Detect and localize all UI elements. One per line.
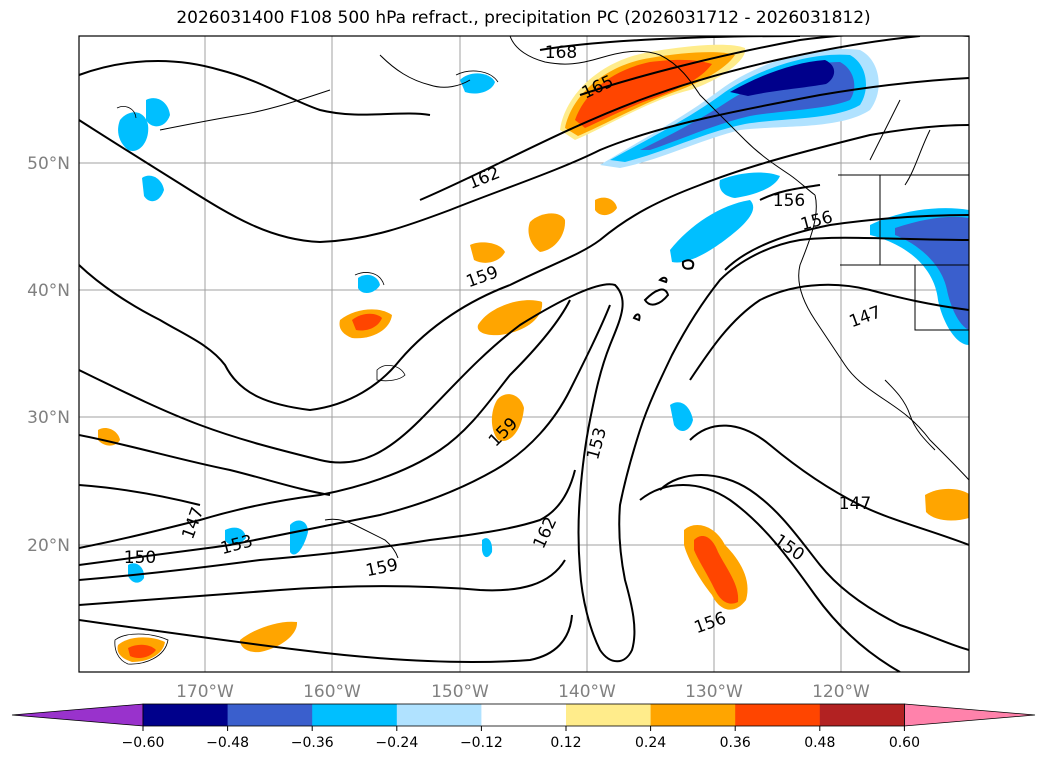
colorbar-tick-label: 0.24 [635, 735, 666, 751]
colorbar-segment [312, 704, 398, 726]
latitude-labels: 50°N 40°N 30°N 20°N [27, 154, 70, 556]
colorbar-segment [143, 704, 229, 726]
colorbar-segment [650, 704, 736, 726]
lon-label-170w: 170°W [176, 682, 234, 702]
colorbar-tick-label: 0.48 [804, 735, 835, 751]
colorbar-tick-label: −0.36 [291, 735, 334, 751]
colorbar-segment [396, 704, 482, 726]
colorbar-tick-label: −0.60 [122, 735, 165, 751]
colorbar-outline [142, 703, 905, 727]
lat-label-50n: 50°N [27, 154, 70, 174]
map-title: 2026031400 F108 500 hPa refract., precip… [176, 8, 871, 28]
lon-label-120w: 120°W [812, 682, 870, 702]
colorbar-segment [819, 704, 905, 726]
shading-edges [114, 70, 499, 665]
colorbar-tick-label: −0.24 [375, 735, 418, 751]
colorbar: −0.60 −0.48 −0.36 −0.24 −0.12 0.12 0.24 0.36 0.4… [11, 703, 1036, 751]
contour-lines [79, 36, 969, 672]
colorbar-tick-label: −0.48 [206, 735, 249, 751]
longitude-labels: 170°W 160°W 150°W 140°W 130°W 120°W [176, 682, 870, 702]
lon-label-160w: 160°W [303, 682, 361, 702]
lon-label-130w: 130°W [685, 682, 743, 702]
colorbar-tick-label: −0.12 [460, 735, 503, 751]
colorbar-tick-label: 0.36 [720, 735, 751, 751]
colorbar-tick-label: 0.60 [889, 735, 920, 751]
colorbar-segment [735, 704, 821, 726]
coastlines [159, 36, 969, 559]
lat-label-40n: 40°N [27, 281, 70, 301]
map-frame [78, 35, 970, 673]
precipitation-shading [98, 44, 969, 662]
lon-label-140w: 140°W [558, 682, 616, 702]
lon-label-150w: 150°W [431, 682, 489, 702]
colorbar-segment [566, 704, 652, 726]
colorbar-segment [481, 704, 567, 726]
contour-label-147-b: 147 [839, 494, 871, 514]
colorbar-tick-label: 0.12 [550, 735, 581, 751]
contour-label-150: 150 [124, 548, 156, 568]
colorbar-extend-low [11, 703, 144, 727]
map-background [79, 36, 969, 672]
lat-label-20n: 20°N [27, 536, 70, 556]
contour-label-156: 156 [773, 191, 805, 211]
colorbar-segment [227, 704, 313, 726]
contour-label-168: 168 [545, 43, 577, 63]
colorbar-extend-high [904, 703, 1036, 727]
lat-label-30n: 30°N [27, 408, 70, 428]
